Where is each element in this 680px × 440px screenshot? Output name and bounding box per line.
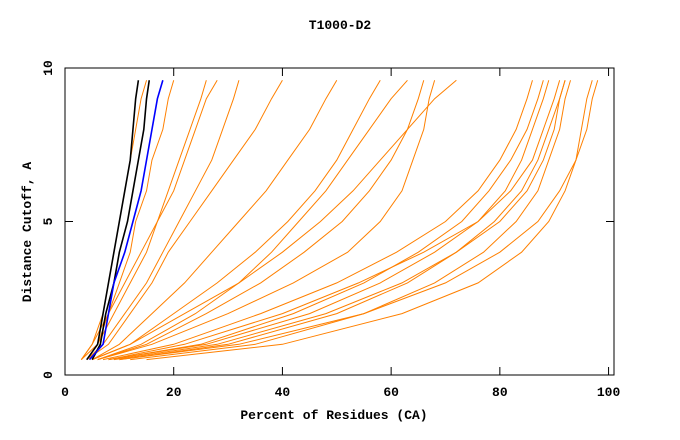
x-tick-label: 0 bbox=[61, 385, 69, 400]
series-line bbox=[97, 79, 408, 361]
x-axis-label: Percent of Residues (CA) bbox=[240, 408, 427, 423]
series-line bbox=[86, 80, 283, 361]
x-tick-label: 40 bbox=[275, 385, 291, 400]
x-tick-label: 20 bbox=[166, 385, 182, 400]
y-tick-label: 5 bbox=[41, 217, 56, 225]
series-line bbox=[86, 80, 240, 361]
series-line bbox=[108, 80, 561, 361]
series-line bbox=[97, 80, 436, 361]
x-tick-label: 60 bbox=[383, 385, 399, 400]
y-tick-label: 0 bbox=[41, 371, 56, 379]
series-line bbox=[80, 80, 218, 360]
y-tick-label: 10 bbox=[41, 60, 56, 76]
series-line bbox=[80, 80, 148, 360]
series-line bbox=[146, 80, 593, 361]
series-line bbox=[119, 80, 599, 361]
series-line bbox=[91, 80, 381, 361]
series-line bbox=[91, 80, 151, 361]
x-tick-label: 80 bbox=[492, 385, 508, 400]
series-line bbox=[86, 80, 175, 360]
series-line bbox=[102, 80, 533, 361]
plot-frame bbox=[64, 67, 615, 376]
series-line bbox=[113, 80, 566, 361]
series-line bbox=[91, 80, 338, 361]
series-line bbox=[91, 79, 457, 361]
series-line bbox=[97, 80, 425, 361]
chart-title: T1000-D2 bbox=[309, 18, 372, 33]
series-line bbox=[108, 80, 544, 361]
y-axis-label: Distance Cutoff, A bbox=[20, 162, 35, 303]
series-line bbox=[130, 80, 571, 361]
series-line bbox=[108, 80, 550, 361]
series-line bbox=[119, 80, 566, 361]
series-line bbox=[86, 80, 140, 361]
series-line bbox=[88, 80, 164, 361]
x-tick-label: 100 bbox=[597, 385, 621, 400]
